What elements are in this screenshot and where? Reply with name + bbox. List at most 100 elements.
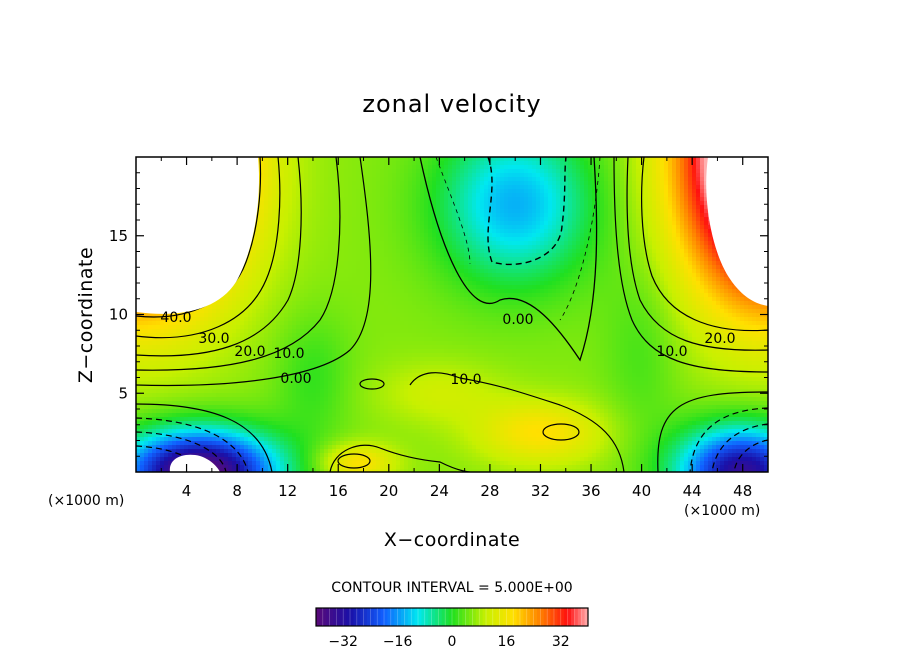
field-cell — [356, 297, 361, 302]
field-cell — [328, 337, 333, 342]
field-cell — [260, 461, 265, 466]
field-cell — [368, 341, 373, 346]
field-cell — [192, 449, 197, 454]
field-cell — [292, 373, 297, 378]
field-cell — [276, 381, 281, 386]
field-cell — [320, 341, 325, 346]
field-cell — [248, 377, 253, 382]
field-cell — [292, 173, 297, 178]
field-cell — [352, 213, 357, 218]
field-cell — [348, 221, 353, 226]
field-cell — [316, 205, 321, 210]
field-cell — [320, 453, 325, 458]
field-cell — [336, 337, 341, 342]
field-cell — [264, 333, 269, 338]
field-cell — [260, 269, 265, 274]
field-cell — [360, 429, 365, 434]
field-cell — [340, 181, 345, 186]
field-cell — [360, 229, 365, 234]
field-cell — [368, 217, 373, 222]
field-cell — [144, 425, 149, 430]
field-cell — [308, 309, 313, 314]
field-cell — [308, 281, 313, 286]
field-cell — [260, 417, 265, 422]
field-cell — [208, 345, 213, 350]
field-cell — [300, 297, 305, 302]
field-cell — [292, 393, 297, 398]
field-cell — [296, 317, 301, 322]
field-cell — [380, 341, 385, 346]
field-cell — [340, 177, 345, 182]
field-cell — [284, 461, 289, 466]
field-cell — [348, 461, 353, 466]
field-cell — [340, 325, 345, 330]
field-cell — [348, 397, 353, 402]
field-cell — [288, 381, 293, 386]
field-cell — [376, 201, 381, 206]
field-cell — [332, 189, 337, 194]
field-cell — [324, 373, 329, 378]
field-cell — [228, 389, 233, 394]
field-cell — [148, 369, 153, 374]
field-cell — [328, 181, 333, 186]
field-cell — [244, 457, 249, 462]
field-cell — [292, 409, 297, 414]
field-cell — [376, 357, 381, 362]
field-cell — [280, 237, 285, 242]
field-cell — [260, 345, 265, 350]
field-cell — [356, 353, 361, 358]
field-cell — [232, 361, 237, 366]
field-cell — [184, 385, 189, 390]
field-cell — [252, 241, 257, 246]
field-cell — [308, 437, 313, 442]
field-cell — [236, 457, 241, 462]
field-cell — [144, 441, 149, 446]
field-cell — [284, 185, 289, 190]
field-cell — [184, 365, 189, 370]
field-cell — [268, 301, 273, 306]
field-cell — [352, 349, 357, 354]
field-cell — [276, 373, 281, 378]
field-cell — [380, 417, 385, 422]
field-cell — [384, 413, 389, 418]
field-cell — [220, 341, 225, 346]
field-cell — [288, 349, 293, 354]
field-cell — [276, 277, 281, 282]
field-cell — [140, 417, 145, 422]
field-cell — [316, 453, 321, 458]
field-cell — [256, 297, 261, 302]
field-cell — [208, 381, 213, 386]
field-cell — [160, 445, 165, 450]
field-cell — [380, 361, 385, 366]
field-cell — [368, 345, 373, 350]
field-cell — [164, 337, 169, 342]
field-cell — [196, 317, 201, 322]
field-cell — [168, 417, 173, 422]
field-cell — [260, 209, 265, 214]
field-cell — [156, 453, 161, 458]
field-cell — [284, 397, 289, 402]
field-cell — [336, 205, 341, 210]
field-cell — [292, 249, 297, 254]
field-cell — [192, 333, 197, 338]
field-cell — [320, 241, 325, 246]
field-cell — [368, 329, 373, 334]
field-cell — [240, 337, 245, 342]
field-cell — [316, 193, 321, 198]
field-cell — [364, 265, 369, 270]
field-cell — [304, 429, 309, 434]
field-cell — [256, 397, 261, 402]
field-cell — [184, 401, 189, 406]
field-cell — [296, 381, 301, 386]
field-cell — [268, 225, 273, 230]
field-cell — [344, 277, 349, 282]
field-cell — [376, 429, 381, 434]
field-cell — [264, 325, 269, 330]
field-cell — [356, 189, 361, 194]
field-cell — [384, 329, 389, 334]
field-cell — [224, 337, 229, 342]
field-cell — [240, 289, 245, 294]
field-cell — [296, 449, 301, 454]
field-cell — [352, 377, 357, 382]
field-cell — [328, 301, 333, 306]
